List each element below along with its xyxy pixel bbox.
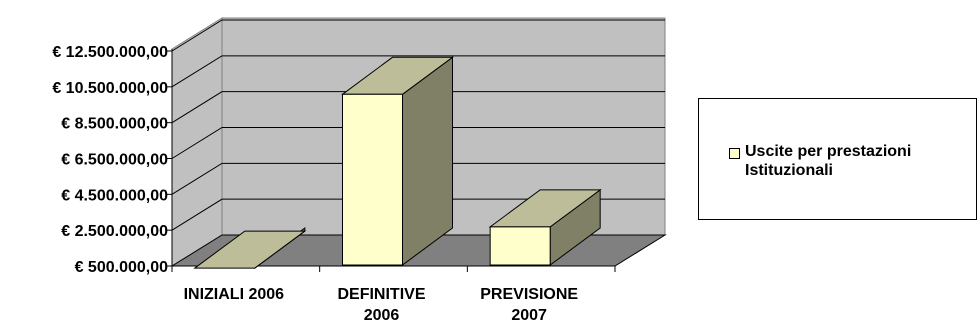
y-tick-label: € 2.500.000,00 (61, 223, 168, 240)
y-tick-label: € 8.500.000,00 (61, 116, 168, 133)
bar-front (489, 226, 551, 266)
bar (488, 188, 602, 266)
x-tick-label: PREVISIONE (480, 286, 578, 303)
x-tick-label: DEFINITIVE (337, 286, 425, 303)
gridlines (166, 19, 665, 272)
y-tick-label: € 500.000,00 (75, 259, 169, 276)
bar (340, 56, 455, 266)
y-tick-label: € 12.500.000,00 (52, 44, 168, 61)
x-axis-tick-labels: INIZIALI 2006 DEFINITIVE 2006 PREVISIONE 200… (184, 286, 579, 324)
gridline (171, 19, 665, 52)
bar-top (193, 230, 307, 269)
legend-label-line: Uscite per prestazioni (745, 143, 912, 160)
bars (193, 56, 602, 270)
side-wall (171, 17, 223, 267)
legend: Uscite per prestazioni Istituzionali (698, 98, 977, 220)
gridline (171, 162, 665, 195)
x-tick-label: INIZIALI 2006 (184, 286, 285, 303)
x-tick-label: 2007 (511, 307, 547, 324)
gridline (171, 91, 665, 124)
legend-swatch (729, 148, 740, 159)
x-tick-label: 2006 (364, 307, 400, 324)
y-tick-label: € 6.500.000,00 (61, 152, 168, 169)
bar-front (342, 93, 403, 266)
y-axis-tick-labels: € 500.000,00 € 2.500.000,00 € 4.500.000,00… (52, 44, 168, 276)
gridline (171, 55, 665, 88)
gridline (171, 127, 665, 159)
bar (193, 227, 307, 270)
legend-label: Uscite per prestazioni Istituzionali (745, 142, 975, 180)
y-tick-label: € 10.500.000,00 (52, 80, 168, 97)
gridline (171, 198, 665, 231)
legend-label-line: Istituzionali (745, 162, 833, 179)
y-tick-label: € 4.500.000,00 (61, 187, 168, 204)
